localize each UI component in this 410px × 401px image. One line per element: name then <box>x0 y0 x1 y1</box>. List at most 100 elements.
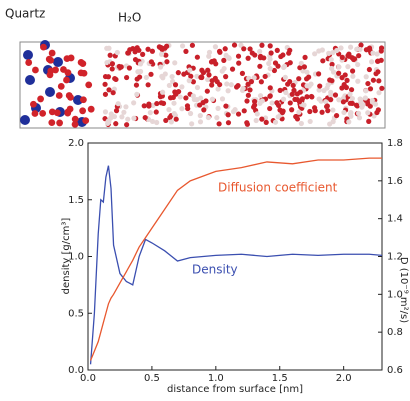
water-atom <box>133 82 140 88</box>
water-atom <box>145 46 151 52</box>
water-atom <box>215 105 221 111</box>
water-atom <box>149 48 156 54</box>
oxygen-atom <box>67 93 74 101</box>
water-atom <box>241 46 247 52</box>
oxygen-atom <box>57 82 65 90</box>
water-atom <box>106 87 112 93</box>
water-atom <box>372 101 379 107</box>
quartz-atom <box>53 57 63 67</box>
water-atom <box>113 121 119 127</box>
water-atom <box>159 46 165 53</box>
water-atom <box>332 92 339 98</box>
water-atom <box>160 75 166 81</box>
water-atom <box>369 97 375 104</box>
water-atom <box>259 42 265 48</box>
water-atom <box>289 91 295 97</box>
water-atom <box>225 88 231 94</box>
water-atom <box>280 96 287 102</box>
water-atom <box>141 103 147 109</box>
water-atom <box>289 107 295 113</box>
water-atom <box>379 85 385 91</box>
water-atom <box>350 73 356 79</box>
water-atom <box>244 98 250 104</box>
water-atom <box>105 120 111 127</box>
water-atom <box>113 108 120 114</box>
water-atom <box>336 70 342 76</box>
water-atom <box>296 109 302 115</box>
oxygen-atom <box>71 115 79 123</box>
water-atom <box>247 87 253 93</box>
water-atom <box>366 45 373 51</box>
water-atom <box>365 80 371 87</box>
water-atom <box>158 51 165 57</box>
water-atom <box>317 83 323 89</box>
oxygen-atom <box>87 105 95 113</box>
oxygen-atom <box>63 76 70 84</box>
water-atom <box>134 76 140 82</box>
water-atom <box>296 76 302 82</box>
water-atom <box>328 56 334 63</box>
y-tick-label: 0.5 <box>68 308 84 319</box>
water-atom <box>198 74 204 80</box>
water-atom <box>235 111 242 117</box>
oxygen-atom <box>47 56 55 64</box>
water-atom <box>221 57 227 63</box>
water-atom <box>229 66 236 72</box>
water-atom <box>285 81 291 87</box>
water-atom <box>186 78 192 84</box>
water-atom <box>230 108 237 115</box>
water-atom <box>367 86 374 92</box>
water-atom <box>175 88 182 95</box>
water-atom <box>148 59 155 65</box>
water-atom <box>370 77 376 83</box>
water-atom <box>360 102 366 108</box>
water-atom <box>109 66 115 72</box>
water-atom <box>365 110 371 116</box>
water-atom <box>121 109 127 115</box>
plot-frame <box>87 142 383 371</box>
water-atom <box>316 96 322 102</box>
water-atom <box>187 67 193 73</box>
water-atom <box>328 92 334 98</box>
water-atom <box>274 100 280 106</box>
water-atom <box>130 45 136 52</box>
water-atom <box>235 53 242 59</box>
water-atom <box>275 114 281 120</box>
water-atom <box>206 72 212 78</box>
data-line <box>89 165 383 365</box>
water-atom <box>378 45 385 51</box>
water-atom <box>225 120 232 126</box>
water-atom <box>212 44 219 50</box>
water-atom <box>342 72 348 78</box>
oxygen-atom <box>82 117 90 125</box>
water-atom <box>171 100 177 106</box>
water-atom <box>346 53 352 59</box>
water-atom <box>316 87 322 93</box>
water-atom <box>355 61 361 68</box>
quartz-atom <box>45 87 55 97</box>
water-atom <box>169 73 175 80</box>
water-atom <box>365 101 371 107</box>
water-atom <box>137 61 144 67</box>
water-atom <box>189 121 195 127</box>
y-axis-label: density [g/cm³] <box>61 218 72 295</box>
water-atom <box>277 87 283 93</box>
water-atom <box>282 74 288 80</box>
water-atom <box>164 59 170 65</box>
x-tick-label: 0.5 <box>144 373 160 384</box>
water-atom <box>353 102 360 108</box>
water-atom <box>328 97 334 103</box>
water-atom <box>325 108 331 114</box>
water-atom <box>126 65 133 71</box>
water-atom <box>241 108 247 114</box>
water-atom <box>338 45 344 51</box>
water-atom <box>164 43 170 49</box>
water-atom <box>223 103 229 109</box>
molecules <box>20 40 385 128</box>
water-atom <box>114 49 120 56</box>
water-atom <box>326 50 332 56</box>
oxygen-atom <box>55 92 63 99</box>
water-atom <box>231 42 238 48</box>
water-atom <box>266 60 272 67</box>
oxygen-atom <box>48 119 56 127</box>
